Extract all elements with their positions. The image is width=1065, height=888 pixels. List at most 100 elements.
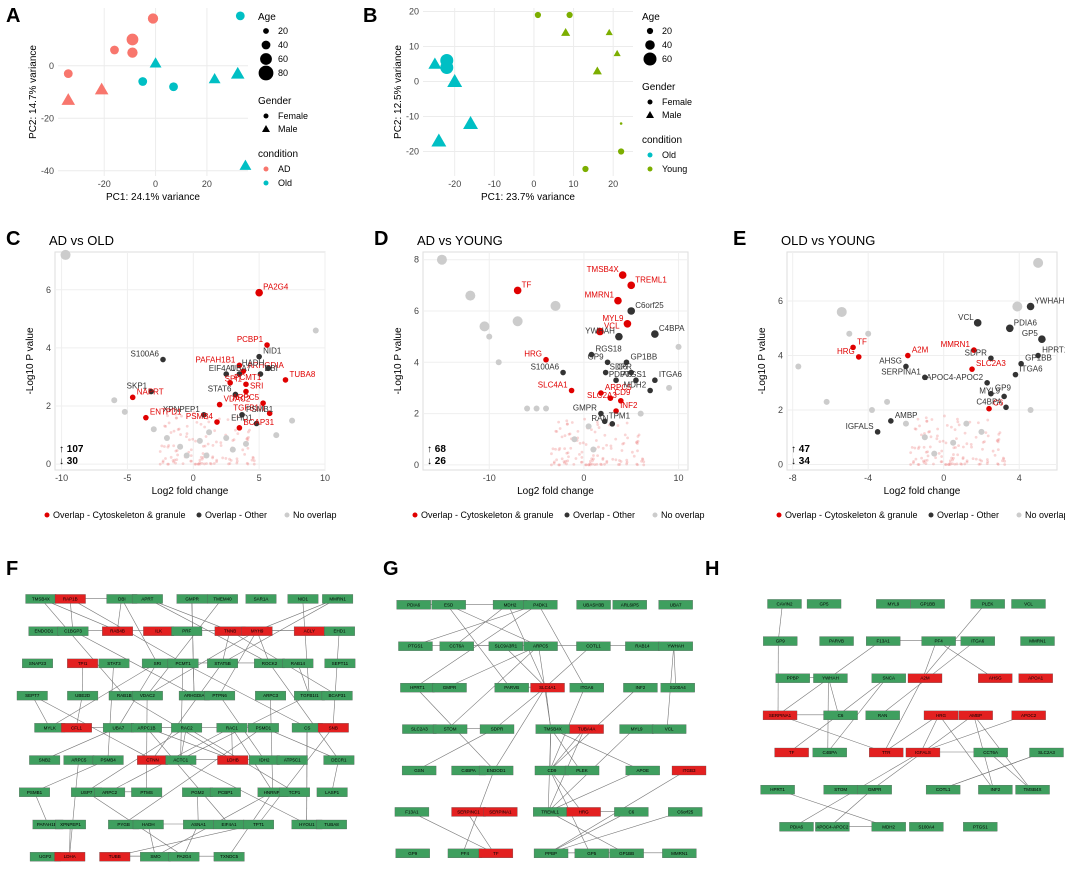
network-edge (270, 695, 274, 792)
network-node-label: APOA1 (1028, 676, 1044, 681)
background-point (948, 461, 952, 465)
network-h: CAVIN2 GP5 MYL9 GP1BB PLEK VCL GP9 PARVB F13A1 PF… (760, 599, 1064, 832)
volcano-point (273, 432, 280, 439)
background-point (567, 432, 571, 436)
x-axis-title: Log2 fold change (152, 486, 229, 497)
network-node-label: C1BGP3 (64, 629, 82, 634)
point-label: SLC2A3 (587, 391, 617, 400)
y-tick-label: 2 (414, 409, 419, 419)
volcano-point (615, 332, 623, 341)
network-node (282, 658, 314, 669)
network-node (287, 594, 319, 604)
background-point (593, 430, 597, 434)
background-point (215, 460, 219, 463)
background-point (630, 450, 634, 454)
point-label: TF (522, 280, 532, 289)
background-point (916, 417, 920, 421)
volcano-point (627, 307, 636, 315)
background-point (565, 462, 568, 466)
y-tick-label: 6 (414, 306, 419, 316)
plot-area (786, 251, 1058, 471)
background-point (191, 437, 195, 441)
background-point (957, 423, 961, 427)
background-point (997, 432, 1001, 436)
point-label: NAPRT (137, 387, 164, 396)
background-point (563, 434, 567, 438)
point-label: HPRT1 (1042, 346, 1065, 355)
volcano-chart-e: OLD vs YOUNG -8 -4 0 4 6 4 2 0 Log2 fold change -L… (757, 233, 1065, 520)
background-point (605, 459, 609, 463)
background-point (172, 460, 175, 464)
network-node (67, 690, 99, 701)
panel-label-b: B (363, 5, 377, 27)
volcano-point (618, 397, 624, 404)
volcano-point (206, 429, 213, 436)
volcano-point (513, 286, 522, 295)
network-edge (258, 727, 334, 825)
network-node-label: LASP1 (325, 790, 340, 795)
background-point (568, 432, 572, 436)
volcano-point (950, 439, 957, 446)
background-point (175, 458, 179, 462)
background-point (963, 462, 967, 466)
network-node (806, 599, 842, 609)
network-node-label: PSMB1 (27, 790, 43, 795)
volcano-point (436, 254, 447, 265)
network-edge (116, 598, 122, 631)
background-point (246, 462, 250, 466)
network-node (396, 600, 431, 610)
network-node (1029, 747, 1064, 758)
network-edge (545, 645, 592, 688)
volcano-point (988, 355, 994, 362)
background-point (985, 462, 989, 465)
background-point (166, 414, 169, 418)
volcano-point (1026, 302, 1035, 311)
background-point (174, 461, 177, 465)
background-point (164, 424, 168, 428)
pca-point (61, 93, 76, 105)
network-node (165, 755, 197, 765)
background-point (250, 458, 254, 462)
legend-age-value: 40 (278, 40, 288, 50)
network-edge (75, 695, 83, 728)
background-point (252, 462, 256, 466)
legend-gender-symbol (646, 111, 654, 118)
volcano-point (647, 387, 653, 394)
network-node (29, 755, 61, 765)
volcano-point (609, 421, 616, 427)
volcano-point (598, 410, 604, 417)
background-point (910, 445, 914, 449)
background-point (211, 455, 215, 459)
point-label: PDIA6 (609, 370, 633, 379)
volcano-point (855, 354, 862, 360)
x-tick-label: 10 (569, 179, 579, 189)
network-node-label: RAB4B (110, 629, 125, 634)
point-label: SLC4A1 (538, 380, 568, 389)
network-node-label: C4BPA (461, 768, 475, 773)
network-node-label: ITGA6 (580, 685, 594, 690)
background-point (554, 447, 557, 451)
volcano-point (590, 446, 597, 453)
point-label: HRG (524, 350, 542, 359)
network-edge (447, 645, 539, 729)
network-edge (146, 695, 148, 792)
point-label: NID1 (263, 347, 282, 356)
background-point (167, 444, 171, 447)
point-label: TMSB4X (587, 265, 620, 274)
x-axis-title: Log2 fold change (884, 486, 961, 497)
volcano-point (922, 374, 928, 381)
network-node (322, 594, 354, 604)
network-node-label: C6orf25 (677, 809, 694, 814)
pca-point (431, 133, 447, 147)
network-node-label: GMPR (443, 685, 457, 690)
point-label: DBI (264, 364, 277, 373)
background-point (173, 458, 177, 462)
network-node-label: S100A4 (918, 824, 935, 829)
network-node (19, 787, 50, 797)
network-node-label: SMO (150, 854, 161, 859)
background-point (587, 463, 591, 467)
network-node-label: TPI1 (78, 661, 88, 666)
volcano-point (846, 330, 853, 337)
background-point (174, 412, 178, 416)
